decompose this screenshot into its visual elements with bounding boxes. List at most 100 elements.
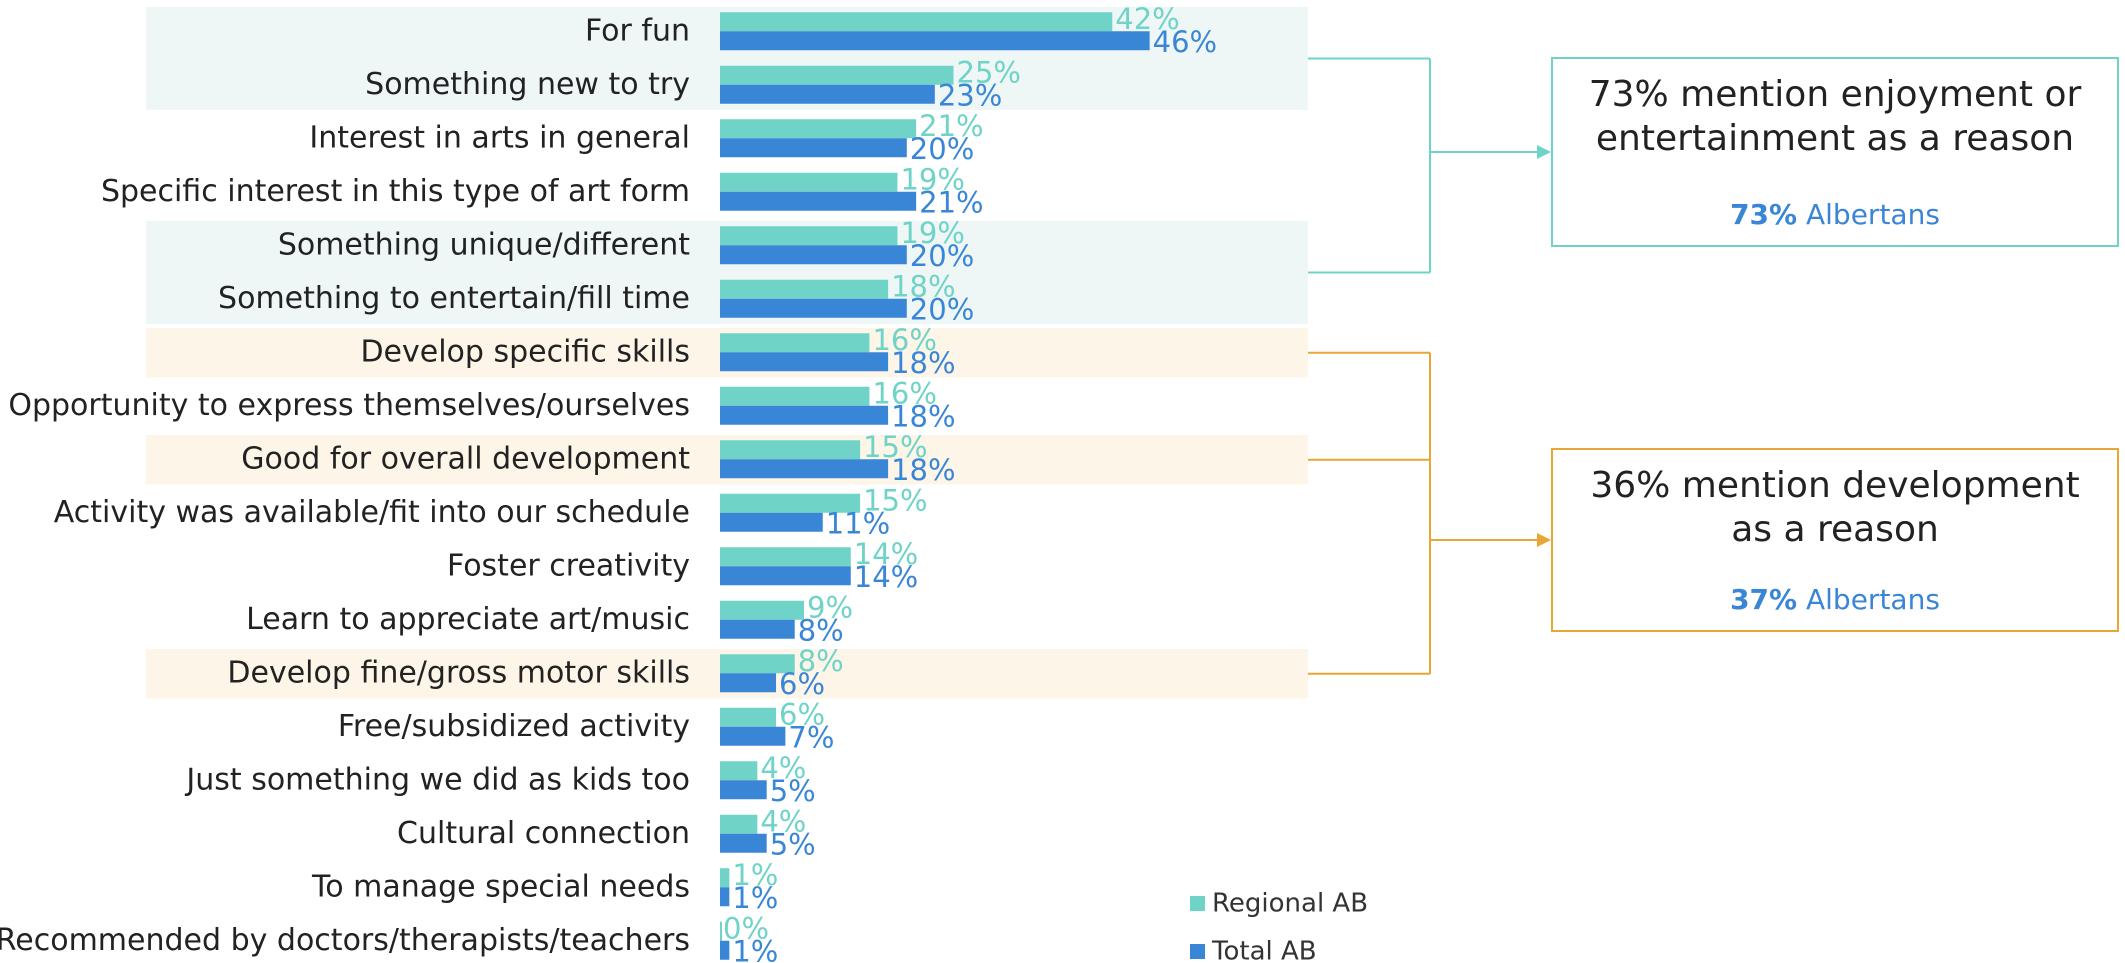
bar [720,12,1113,32]
legend-label: Total AB [1211,937,1317,963]
bar [720,84,935,104]
bar [720,119,917,139]
bar [720,459,889,479]
value-label: 21% [919,185,983,219]
bar [720,405,889,425]
value-label: 0% [723,911,769,945]
value-label: 23% [938,78,1002,112]
category-label: Learn to appreciate art/music [246,602,690,637]
category-label: Activity was available/fit into our sche… [54,495,690,530]
value-label: 19% [900,162,964,196]
value-label: 4% [760,751,806,785]
bar [720,887,730,907]
value-label: 14% [854,560,918,594]
stat-value: 73% [1730,198,1798,231]
value-label: 15% [863,430,927,464]
category-label: Free/subsidized activity [338,709,690,744]
bar [720,172,898,192]
value-label: 18% [891,346,955,380]
value-label: 8% [798,644,844,678]
bar [720,780,767,800]
annotation-stat: 73% Albertans [1553,198,2117,231]
category-label: Good for overall development [241,441,690,476]
stat-label: Albertans [1806,198,1940,231]
bar [720,940,730,960]
value-label: 6% [779,697,825,731]
bar [720,566,851,586]
category-label: Specific interest in this type of art fo… [101,174,690,209]
value-label: 1% [732,858,778,892]
value-label: 16% [872,376,936,410]
bar-stub [720,921,722,941]
bar [720,547,851,567]
value-label: 25% [957,55,1021,89]
value-label: 20% [910,239,974,273]
legend-swatch [1190,944,1205,959]
category-label: Interest in arts in general [309,120,690,155]
legend-label: Regional AB [1212,889,1368,919]
annotation-stat: 37% Albertans [1553,583,2117,616]
bar [720,191,917,211]
bar [720,833,767,853]
value-label: 7% [788,720,834,754]
value-label: 16% [872,323,936,357]
value-label: 21% [919,109,983,143]
bar [720,440,861,460]
bar [720,386,870,406]
bar [720,352,889,372]
bar [720,707,777,727]
category-label: Something unique/different [278,227,690,262]
value-label: 18% [891,269,955,303]
category-label: Recommended by doctors/therapists/teache… [0,923,690,958]
category-label: For fun [585,13,690,48]
stat-label: Albertans [1806,583,1940,616]
value-label: 4% [760,804,806,838]
bar [720,279,889,299]
bar [720,726,786,746]
value-label: 42% [1115,2,1179,36]
category-label: Develop specific skills [360,334,690,369]
bar [720,654,795,674]
value-label: 1% [732,881,778,915]
bar [720,298,907,318]
value-label: 5% [770,774,816,808]
annotation-text: 36% mention development as a reason [1590,465,2080,550]
category-label: Opportunity to express themselves/oursel… [8,388,690,423]
value-label: 20% [910,292,974,326]
category-label: Foster creativity [447,548,690,583]
value-label: 46% [1153,25,1217,59]
bar [720,761,758,781]
bar [720,138,907,158]
category-label: Cultural connection [397,816,690,851]
value-label: 5% [770,827,816,861]
value-label: 11% [826,506,890,540]
bar [720,619,795,639]
bar [720,814,758,834]
value-label: 19% [900,216,964,250]
bar [720,868,730,888]
value-label: 18% [891,453,955,487]
value-label: 6% [779,667,825,701]
bar [720,31,1150,51]
bar [720,65,954,85]
bar [720,493,861,513]
category-label: Something to entertain/fill time [218,281,690,316]
annotation-box: 36% mention development as a reason 37% … [1551,448,2119,632]
value-label: 18% [891,399,955,433]
category-label: To manage special needs [311,869,690,904]
category-label: Develop fine/gross motor skills [227,655,690,690]
arrow-head [1537,145,1551,159]
value-label: 8% [798,613,844,647]
value-label: 20% [910,132,974,166]
value-label: 14% [854,537,918,571]
bar [720,333,870,353]
value-label: 1% [732,934,778,963]
value-label: 15% [863,483,927,517]
bar [720,673,777,693]
bar [720,226,898,246]
legend-swatch [1190,896,1205,911]
category-label: Just something we did as kids too [184,762,690,797]
stat-value: 37% [1730,583,1798,616]
